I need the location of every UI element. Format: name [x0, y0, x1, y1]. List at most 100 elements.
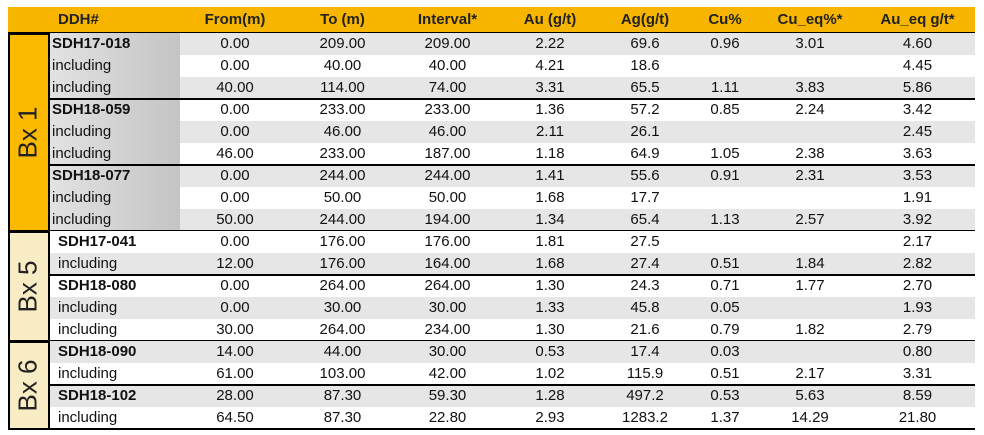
hole-id: including [58, 409, 118, 426]
hole-id: including [52, 57, 112, 74]
value-cell: 3.63 [902, 145, 933, 162]
row-bg [50, 77, 975, 99]
header-cell: Cu_eq%* [777, 11, 843, 28]
value-cell: 27.4 [630, 255, 660, 272]
value-cell: 24.3 [630, 277, 660, 294]
value-cell: 1.13 [710, 211, 740, 228]
value-cell: 21.80 [898, 409, 937, 426]
hole-border [50, 384, 975, 386]
value-cell: 61.00 [216, 365, 254, 382]
value-cell: 26.1 [630, 123, 660, 140]
hole-id: SDH18-077 [52, 167, 131, 184]
hole-border [50, 98, 975, 100]
value-cell: 14.29 [791, 409, 829, 426]
value-cell: 14.00 [216, 343, 254, 360]
row-bg [50, 253, 975, 275]
value-cell: 50.00 [216, 211, 254, 228]
value-cell: 2.22 [535, 35, 565, 52]
value-cell: 4.45 [902, 57, 933, 74]
value-cell: 40.00 [216, 79, 254, 96]
value-cell: 1.36 [535, 101, 565, 118]
value-cell: 209.00 [319, 35, 366, 52]
value-cell: 2.45 [902, 123, 933, 140]
value-cell: 74.00 [428, 79, 467, 96]
header-cell: To (m) [320, 11, 365, 28]
value-cell: 209.00 [424, 35, 471, 52]
row-bg [50, 55, 975, 77]
value-cell: 1.81 [535, 233, 565, 250]
value-cell: 27.5 [630, 233, 660, 250]
ddh-shade [50, 33, 180, 55]
value-cell: 2.57 [795, 211, 825, 228]
ddh-shade [50, 143, 180, 165]
value-cell: 2.17 [795, 365, 825, 382]
hole-id: including [58, 299, 118, 316]
hole-id: including [58, 255, 118, 272]
value-cell: 30.00 [216, 321, 254, 338]
row-bg [50, 231, 975, 253]
value-cell: 1283.2 [622, 409, 668, 426]
row-bg [50, 209, 975, 231]
value-cell: 2.79 [902, 321, 933, 338]
ddh-shade [50, 121, 180, 143]
hole-id: including [52, 79, 112, 96]
value-cell: 0.00 [220, 299, 250, 316]
value-cell: 2.70 [902, 277, 933, 294]
value-cell: 0.00 [220, 189, 250, 206]
value-cell: 103.00 [319, 365, 366, 382]
header-bg [8, 7, 975, 33]
value-cell: 1.77 [795, 277, 825, 294]
row-bg [50, 99, 975, 121]
value-cell: 0.00 [220, 57, 250, 74]
value-cell: 2.17 [902, 233, 933, 250]
value-cell: 3.31 [535, 79, 565, 96]
table-bottom [8, 428, 975, 430]
value-cell: 5.63 [795, 387, 825, 404]
value-cell: 187.00 [424, 145, 471, 162]
ddh-shade [50, 99, 180, 121]
value-cell: 17.4 [630, 343, 660, 360]
row-bg [50, 121, 975, 143]
value-cell: 264.00 [424, 277, 471, 294]
value-cell: 1.91 [902, 189, 933, 206]
value-cell: 0.05 [710, 299, 740, 316]
value-cell: 50.00 [323, 189, 362, 206]
hole-id: SDH18-059 [52, 101, 131, 118]
header-cell: Au_eq g/t* [880, 11, 955, 28]
value-cell: 1.84 [795, 255, 825, 272]
group-label: Bx 6 [8, 341, 48, 429]
hole-id: including [58, 321, 118, 338]
value-cell: 3.53 [902, 167, 933, 184]
value-cell: 30.00 [428, 343, 467, 360]
hole-id: including [58, 365, 118, 382]
hole-id: including [52, 145, 112, 162]
hole-border [50, 274, 975, 276]
value-cell: 0.00 [220, 35, 250, 52]
value-cell: 30.00 [323, 299, 362, 316]
value-cell: 0.00 [220, 101, 250, 118]
header-cell: Ag(g/t) [620, 11, 670, 28]
value-cell: 21.6 [630, 321, 660, 338]
ddh-shade [50, 187, 180, 209]
value-cell: 50.00 [428, 189, 467, 206]
row-bg [50, 297, 975, 319]
value-cell: 87.30 [323, 409, 362, 426]
value-cell: 55.6 [630, 167, 660, 184]
header-cell: Au (g/t) [523, 11, 577, 28]
value-cell: 2.24 [795, 101, 825, 118]
value-cell: 0.00 [220, 233, 250, 250]
hole-id: SDH17-041 [58, 233, 137, 250]
value-cell: 1.41 [535, 167, 565, 184]
value-cell: 44.00 [323, 343, 362, 360]
value-cell: 65.5 [630, 79, 660, 96]
header-cell: Interval* [417, 11, 478, 28]
hole-id: including [52, 211, 112, 228]
value-cell: 164.00 [424, 255, 471, 272]
value-cell: 0.00 [220, 277, 250, 294]
group-side [48, 231, 50, 341]
value-cell: 4.60 [902, 35, 933, 52]
row-bg [50, 33, 975, 55]
value-cell: 244.00 [319, 167, 366, 184]
value-cell: 2.31 [795, 167, 825, 184]
